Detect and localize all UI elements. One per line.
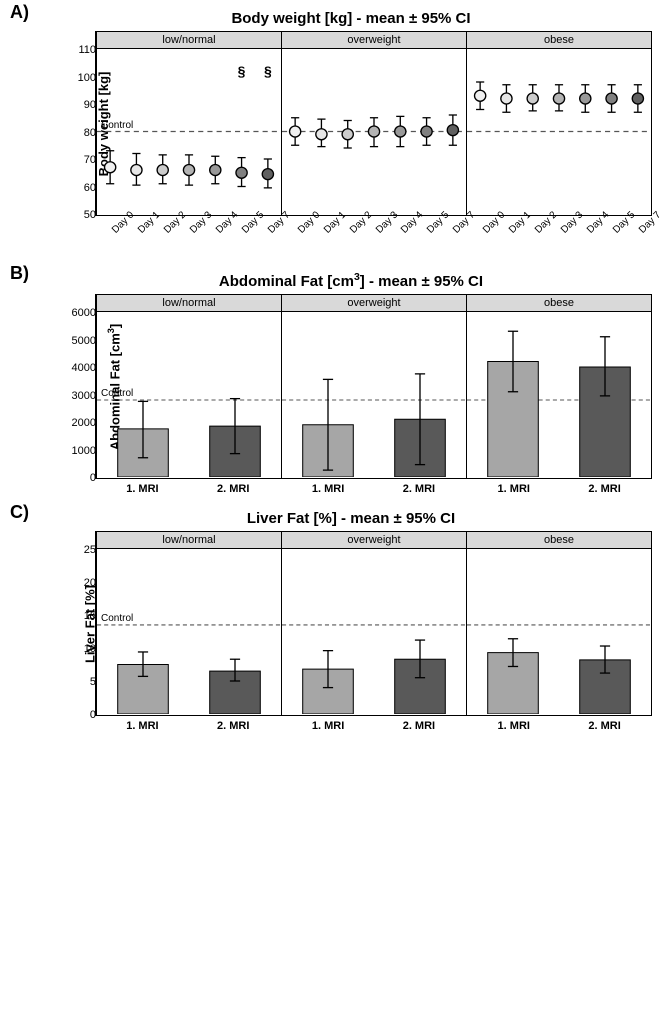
panel-label: B) (10, 263, 29, 284)
y-tick: 1000 (46, 445, 96, 457)
facet-header: low/normal (97, 295, 281, 312)
x-tick: 2. MRI (403, 720, 435, 732)
x-tick: Day 5 (425, 228, 450, 253)
x-tick: Day 1 (136, 228, 161, 253)
x-tick: 1. MRI (126, 720, 158, 732)
y-tick: 110 (46, 44, 96, 56)
y-tick: 25 (46, 544, 96, 556)
x-tick: Day 4 (585, 228, 610, 253)
facet-header: obese (467, 532, 651, 549)
significance-mark: § (264, 63, 272, 79)
x-tick: 1. MRI (312, 483, 344, 495)
facet-header: overweight (282, 532, 466, 549)
y-tick: 0 (46, 709, 96, 721)
x-tick: Day 4 (214, 228, 239, 253)
y-tick: 6000 (46, 307, 96, 319)
x-tick: Day 3 (188, 228, 213, 253)
y-tick: 100 (46, 72, 96, 84)
y-tick: 2000 (46, 417, 96, 429)
y-tick: 5000 (46, 335, 96, 347)
y-tick: 3000 (46, 390, 96, 402)
x-tick: 1. MRI (498, 720, 530, 732)
panel-label: A) (10, 2, 29, 23)
x-tick: 2. MRI (217, 483, 249, 495)
x-tick: Day 1 (507, 228, 532, 253)
x-tick: Day 0 (481, 228, 506, 253)
x-tick: Day 3 (559, 228, 584, 253)
y-tick: 4000 (46, 362, 96, 374)
chart-title: Abdominal Fat [cm3] - mean ± 95% CI (40, 271, 662, 290)
control-label: Control (101, 119, 133, 130)
y-tick: 0 (46, 472, 96, 484)
chart-title: Liver Fat [%] - mean ± 95% CI (40, 510, 662, 527)
x-tick: 2. MRI (588, 483, 620, 495)
facet-header: low/normal (97, 32, 281, 49)
chart-title: Body weight [kg] - mean ± 95% CI (40, 10, 662, 27)
panel-label: C) (10, 502, 29, 523)
facet-header: low/normal (97, 532, 281, 549)
x-tick: Day 5 (240, 228, 265, 253)
y-tick: 80 (46, 127, 96, 139)
x-tick: 1. MRI (312, 720, 344, 732)
x-tick: 1. MRI (126, 483, 158, 495)
facet-header: overweight (282, 32, 466, 49)
y-tick: 50 (46, 209, 96, 221)
x-tick: 2. MRI (403, 483, 435, 495)
x-tick: Day 0 (296, 228, 321, 253)
x-tick: Day 3 (374, 228, 399, 253)
facet-header: obese (467, 32, 651, 49)
y-tick: 5 (46, 676, 96, 688)
x-tick: Day 7 (637, 228, 662, 253)
control-label: Control (101, 613, 133, 624)
x-tick: 2. MRI (217, 720, 249, 732)
facet-header: overweight (282, 295, 466, 312)
x-tick: Day 1 (322, 228, 347, 253)
significance-mark: § (238, 63, 246, 79)
x-tick: Day 2 (348, 228, 373, 253)
facet-header: obese (467, 295, 651, 312)
x-tick: Day 4 (399, 228, 424, 253)
x-tick: Day 2 (533, 228, 558, 253)
x-tick: Day 5 (611, 228, 636, 253)
control-label: Control (101, 388, 133, 399)
y-tick: 90 (46, 99, 96, 111)
x-tick: Day 0 (110, 228, 135, 253)
y-tick: 60 (46, 182, 96, 194)
x-tick: Day 2 (162, 228, 187, 253)
y-tick: 70 (46, 154, 96, 166)
x-tick: 1. MRI (498, 483, 530, 495)
x-tick: 2. MRI (588, 720, 620, 732)
